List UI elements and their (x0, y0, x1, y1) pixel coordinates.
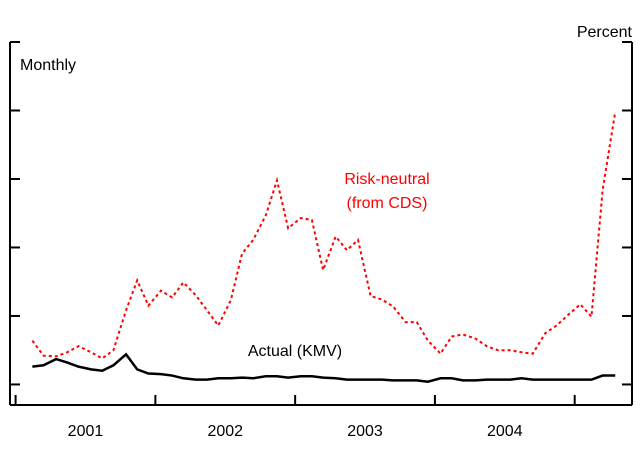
x-period-label: 2002 (207, 423, 243, 440)
x-period-label: 2001 (68, 423, 104, 440)
x-period-label: 2003 (347, 423, 383, 440)
x-period-label: 2004 (487, 423, 523, 440)
series-label: (from CDS) (347, 195, 428, 212)
frequency-label: Monthly (20, 57, 76, 74)
series-line (32, 352, 616, 383)
series-label: Actual (KMV) (248, 343, 342, 360)
unit-label: Percent (577, 24, 633, 41)
series-line (31, 111, 617, 360)
series-label: Risk-neutral (344, 171, 429, 188)
